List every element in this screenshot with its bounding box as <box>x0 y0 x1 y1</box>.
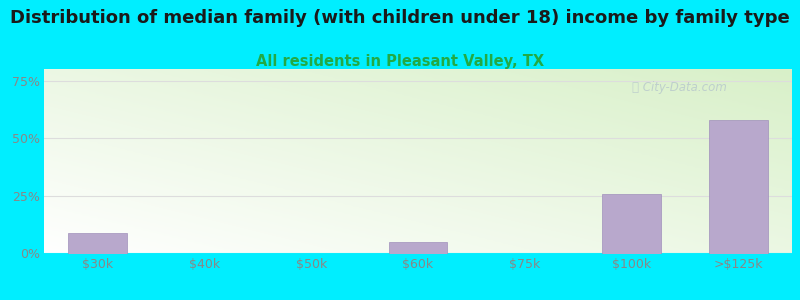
Bar <box>602 194 661 254</box>
Text: Distribution of median family (with children under 18) income by family type: Distribution of median family (with chil… <box>10 9 790 27</box>
Bar <box>389 242 447 254</box>
Bar <box>709 120 768 254</box>
Text: ⓘ City-Data.com: ⓘ City-Data.com <box>632 81 727 94</box>
Bar <box>68 233 127 254</box>
Text: All residents in Pleasant Valley, TX: All residents in Pleasant Valley, TX <box>256 54 544 69</box>
